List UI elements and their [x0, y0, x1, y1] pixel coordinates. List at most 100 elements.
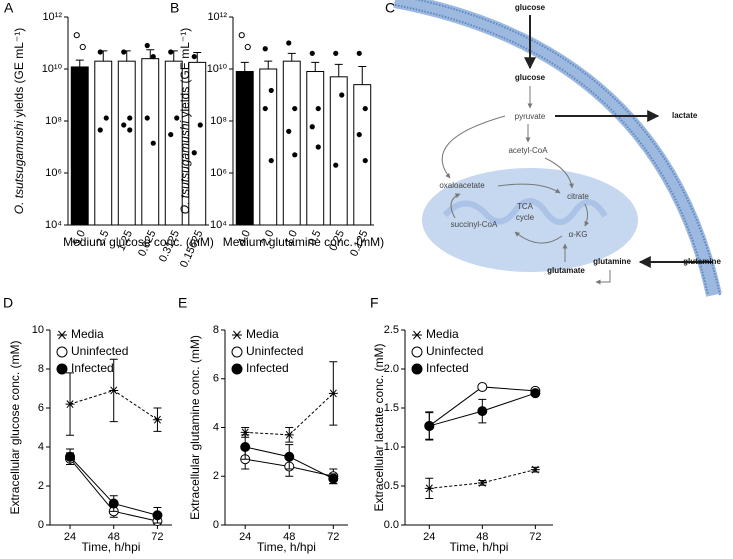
arrow	[544, 157, 574, 189]
node-label: TCA	[517, 202, 534, 211]
x-axis-title: Time, h/hpi	[82, 540, 141, 554]
data-point	[74, 94, 80, 101]
data-point	[292, 105, 298, 112]
chart-panel: A5.0 2.5 1.25 0.6250.31250.1562510⁴10⁶10⁸10…	[4, 0, 214, 270]
data-point	[333, 162, 339, 168]
data-point	[80, 122, 86, 128]
x-tick-label: 24	[239, 531, 251, 543]
y-tick-label: 10¹⁰	[207, 63, 228, 75]
error-bar	[287, 52, 296, 62]
legend-label: Uninfected	[71, 344, 128, 358]
legend-label: Media	[71, 327, 104, 341]
y-tick-label: 4	[213, 421, 219, 433]
data-point	[239, 102, 245, 108]
marker	[57, 330, 67, 340]
data-point	[73, 32, 80, 39]
bar	[306, 71, 325, 226]
chart-panel: B4.0 2.0 1.0 0.5 0.25 0.12510⁴10⁶10⁸10¹⁰10¹²O…	[170, 0, 384, 258]
marker	[240, 442, 251, 452]
node-label: succinyl-CoA	[451, 220, 498, 229]
membrane-outer	[414, 0, 721, 296]
y-tick-label: 10¹²	[207, 11, 227, 23]
data-point	[339, 92, 345, 98]
data-point	[356, 131, 362, 138]
marker	[411, 346, 423, 358]
y-axis-title-unit: yields (GE mL⁻¹)	[178, 28, 192, 118]
data-point	[309, 124, 315, 130]
y-tick-label: 6	[38, 402, 44, 414]
marker	[284, 451, 295, 462]
marker	[328, 473, 339, 484]
x-tick-label: 0.5	[306, 228, 323, 247]
data-point	[333, 50, 339, 56]
data-point	[168, 131, 174, 138]
x-axis-title: Medium glucose conc. (mM)	[63, 235, 214, 249]
data-point	[292, 152, 298, 158]
legend-label: Infected	[71, 361, 114, 375]
x-axis-title: Time, h/hpi	[450, 540, 509, 554]
node-label: oxaloacetate	[439, 181, 485, 190]
data-point	[356, 50, 362, 56]
arrow	[514, 231, 563, 244]
panel-label: B	[170, 0, 179, 16]
panel-label: D	[3, 295, 13, 311]
panel-label: C	[385, 0, 395, 16]
data-point	[315, 105, 321, 112]
marker	[152, 415, 162, 424]
marker	[65, 451, 76, 462]
data-point	[315, 144, 321, 150]
data-point	[262, 105, 268, 112]
marker	[477, 381, 488, 392]
x-axis-title: Medium glutamine conc. (mM)	[223, 235, 384, 249]
data-point	[309, 50, 315, 56]
x-tick-label: 24	[423, 531, 435, 543]
data-point	[127, 127, 133, 133]
marker	[284, 430, 294, 439]
x-tick-label: 2.0	[259, 228, 276, 247]
marker	[232, 330, 242, 340]
marker	[152, 510, 163, 521]
y-tick-label: 1.5	[384, 402, 399, 414]
y-tick-label: 0.0	[384, 519, 399, 531]
marker	[477, 478, 487, 487]
data-point	[74, 134, 80, 140]
data-point	[262, 46, 268, 52]
data-point	[286, 128, 292, 134]
node-label: glutamine	[593, 257, 631, 266]
arrow	[441, 115, 506, 179]
data-point	[244, 43, 251, 51]
bar	[282, 60, 301, 226]
marker	[530, 465, 540, 474]
data-point	[144, 42, 150, 49]
data-point	[97, 49, 103, 55]
x-tick-label: 4.0	[236, 228, 253, 247]
x-tick-label: 72	[327, 531, 339, 543]
y-tick-label: 8	[38, 363, 44, 375]
y-tick-label: 8	[213, 324, 219, 336]
y-tick-label: 10	[32, 324, 44, 336]
y-tick-label: 2	[213, 470, 219, 482]
marker	[424, 484, 434, 493]
x-tick-label: 2.5	[94, 228, 111, 247]
mitochondrion	[422, 168, 638, 272]
x-tick-label: 24	[64, 531, 76, 543]
data-point	[191, 150, 197, 156]
arrow	[450, 193, 461, 219]
y-tick-label: 10⁸	[210, 115, 227, 127]
marker	[56, 363, 68, 375]
x-tick-label: 48	[476, 531, 488, 543]
node-label: acetyl-CoA	[508, 146, 548, 155]
y-tick-label: 10⁶	[210, 167, 227, 179]
marker	[231, 363, 243, 375]
x-tick-label: 1.0	[283, 228, 300, 247]
error-bar	[334, 63, 343, 77]
error-bar	[311, 61, 320, 72]
x-tick-label: 48	[108, 531, 120, 543]
error-bar	[75, 59, 84, 67]
x-axis-title: Time, h/hpi	[257, 540, 316, 554]
data-point	[150, 140, 156, 146]
y-tick-label: 6	[213, 373, 219, 385]
bar	[329, 76, 348, 226]
